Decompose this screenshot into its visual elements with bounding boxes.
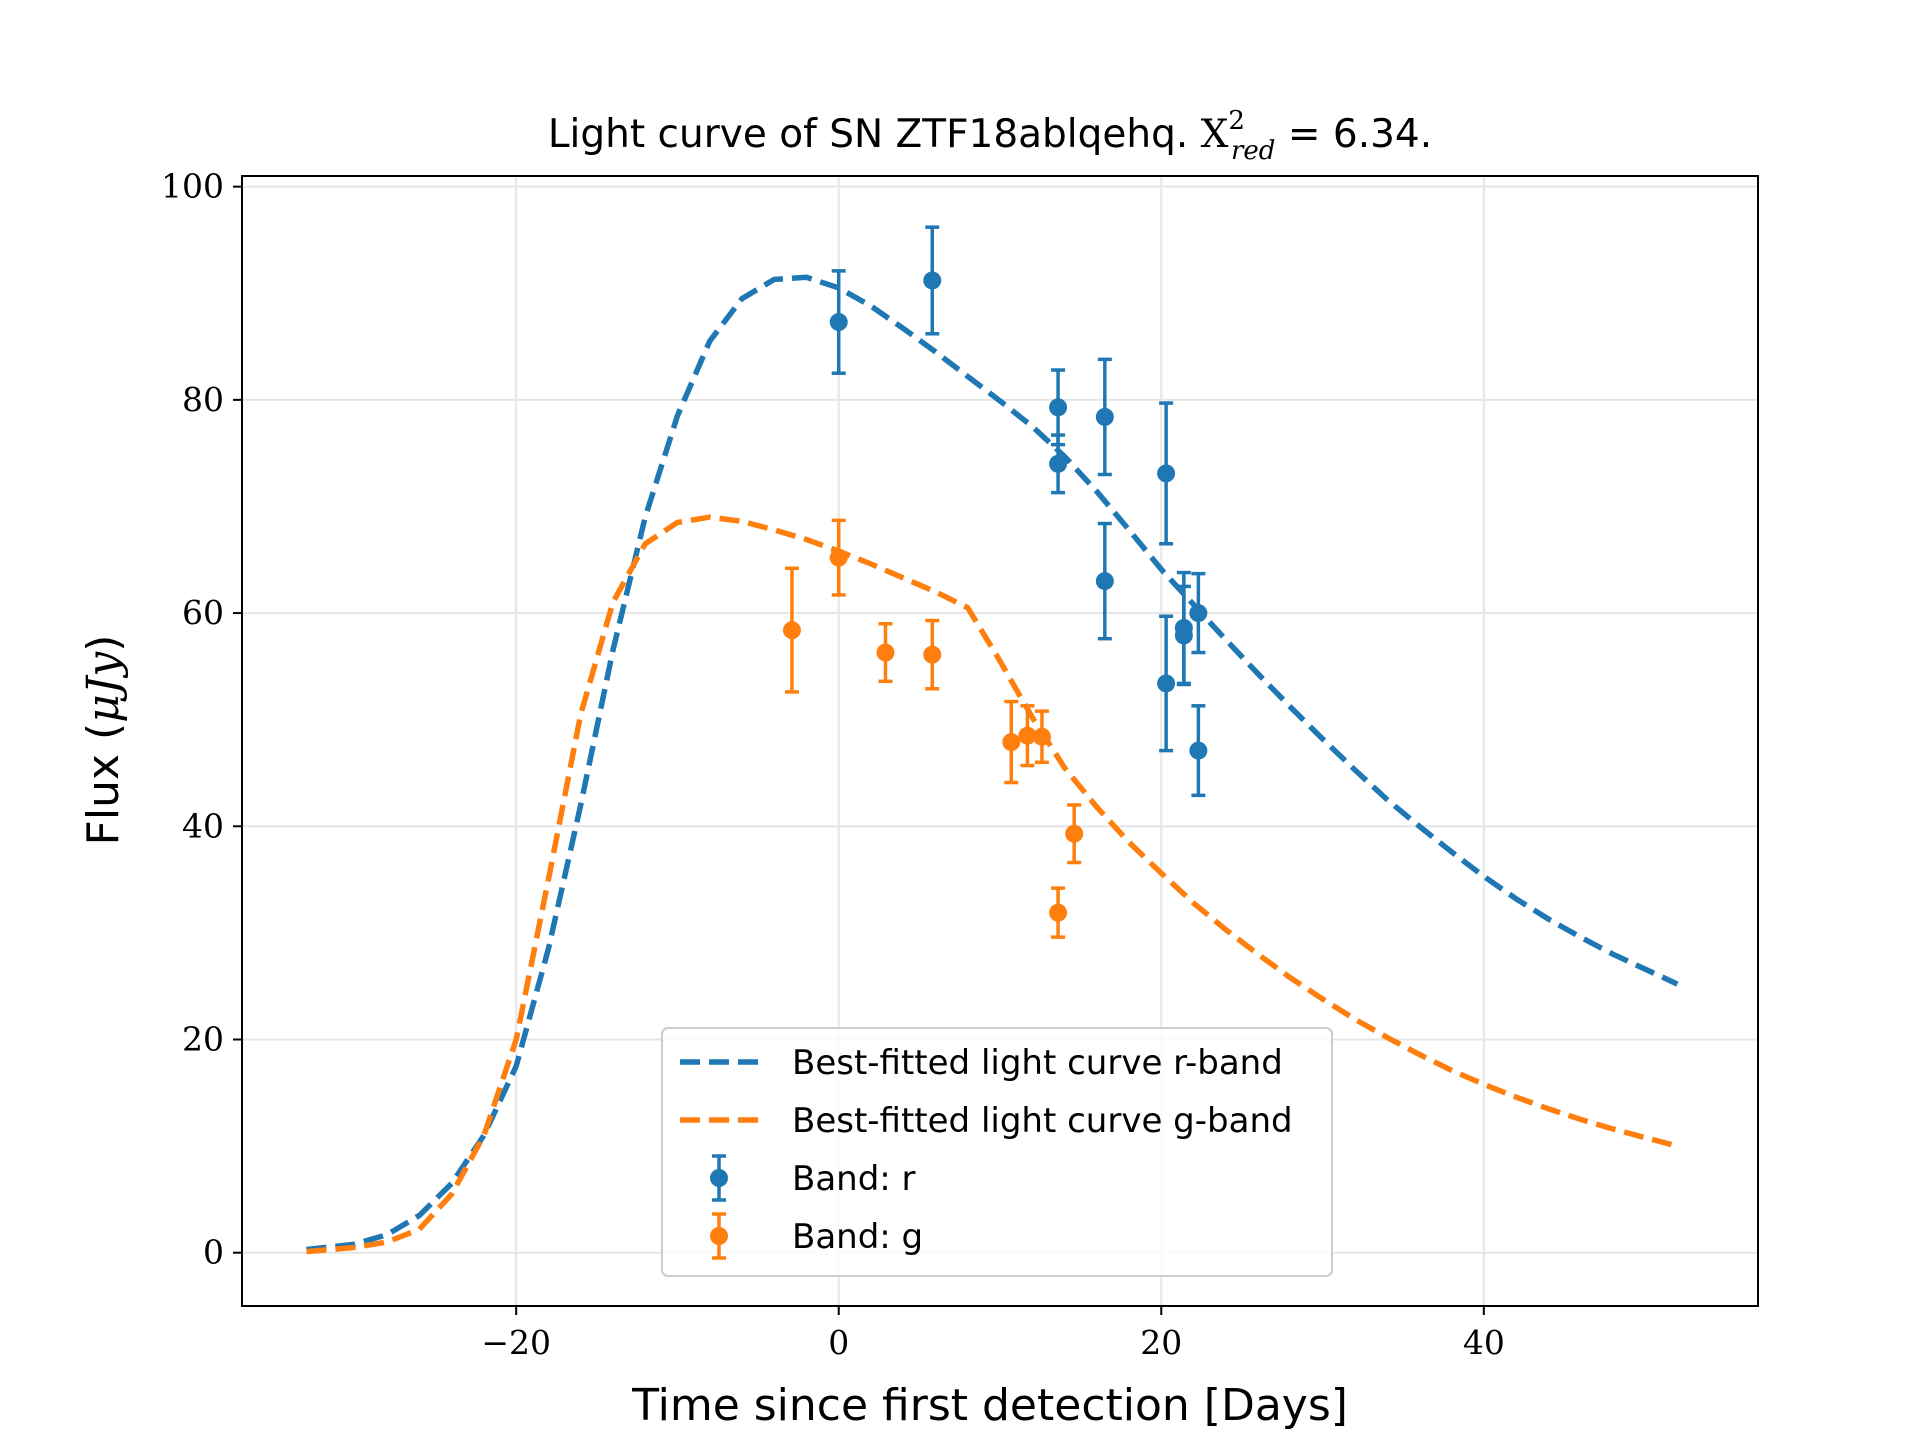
y-axis-label-unit: μJy [78,651,129,723]
data-point-r-band [1157,614,1176,753]
point-marker [1189,604,1208,623]
y-tick-label: 0 [203,1233,224,1272]
point-marker [1065,824,1084,843]
point-marker [1018,726,1037,745]
y-axis-label-close: ) [78,635,129,652]
legend-label-points-g: Band: g [792,1217,923,1257]
point-marker [876,643,895,662]
title-value: = 6.34. [1275,112,1432,157]
y-axis-label: Flux (μJy) [78,635,129,846]
point-marker [1032,727,1051,746]
data-point-g-band [1032,709,1051,765]
axis-ticks: −20 0 20 40 0 20 40 60 80 100 [161,167,1505,1362]
data-point-g-band [1049,886,1068,939]
point-marker [1157,674,1176,693]
point-marker [1095,572,1114,591]
data-point-r-band [1049,433,1068,495]
y-tick-label: 40 [182,806,224,845]
title-chi-sup: 2 [1228,106,1245,136]
title-chi-sub: red [1231,136,1275,166]
data-point-r-band [1049,368,1068,447]
point-marker [829,313,848,332]
point-marker [1095,407,1114,426]
data-point-r-band [829,269,848,375]
data-point-r-band [1189,704,1208,798]
y-tick-label: 60 [182,593,224,632]
point-marker [1174,626,1193,645]
legend-label-fit-r: Best-fitted light curve r-band [792,1043,1283,1083]
data-points [782,225,1208,939]
chart-title: Light curve of SN ZTF18ablqehq. X2 red = … [548,106,1432,166]
title-main: Light curve of SN ZTF18ablqehq. [548,112,1188,157]
data-point-r-band [1174,584,1193,687]
point-marker [782,621,801,640]
data-point-g-band [829,518,848,597]
data-point-r-band [1095,357,1114,477]
legend-point-marker [710,1227,728,1245]
point-marker [1049,398,1068,417]
y-tick-label: 20 [182,1019,224,1058]
point-marker [923,645,942,664]
point-marker [1049,454,1068,473]
data-point-r-band [923,225,942,336]
data-point-g-band [1002,699,1021,785]
data-point-g-band [923,618,942,691]
x-tick-label: 20 [1140,1323,1182,1362]
legend-swatch-points-g [710,1212,728,1260]
legend-point-marker [710,1169,728,1187]
data-point-g-band [876,621,895,684]
point-marker [1157,464,1176,483]
title-chi: X [1201,112,1229,157]
legend-label-fit-g: Best-fitted light curve g-band [792,1101,1293,1141]
y-tick-label: 80 [182,380,224,419]
data-point-g-band [782,566,801,694]
point-marker [1189,741,1208,760]
data-point-g-band [1065,803,1084,865]
x-tick-label: −20 [481,1323,551,1362]
data-point-r-band [1189,571,1208,655]
axes-frame [241,175,1759,1307]
legend-label-points-r: Band: r [792,1159,916,1199]
legend-box [661,1027,1333,1277]
point-marker [1049,903,1068,922]
point-marker [1002,733,1021,752]
legend: Best-fitted light curve r-band Best-fitt… [661,1027,1333,1277]
data-point-r-band [1095,521,1114,641]
point-marker [829,548,848,567]
data-point-r-band [1157,401,1176,546]
x-tick-label: 40 [1463,1323,1505,1362]
y-axis-label-main: Flux ( [78,723,129,846]
y-tick-label: 100 [161,167,224,206]
fit-curve-g-band [306,514,1679,1255]
fit-curves [306,274,1679,1255]
fit-curve-r-band [306,274,1679,1253]
x-axis-label: Time since first detection [Days] [631,1380,1348,1431]
x-tick-label: 0 [828,1323,849,1362]
point-marker [923,271,942,290]
data-point-g-band [1018,704,1037,768]
legend-swatch-points-r [710,1154,728,1202]
